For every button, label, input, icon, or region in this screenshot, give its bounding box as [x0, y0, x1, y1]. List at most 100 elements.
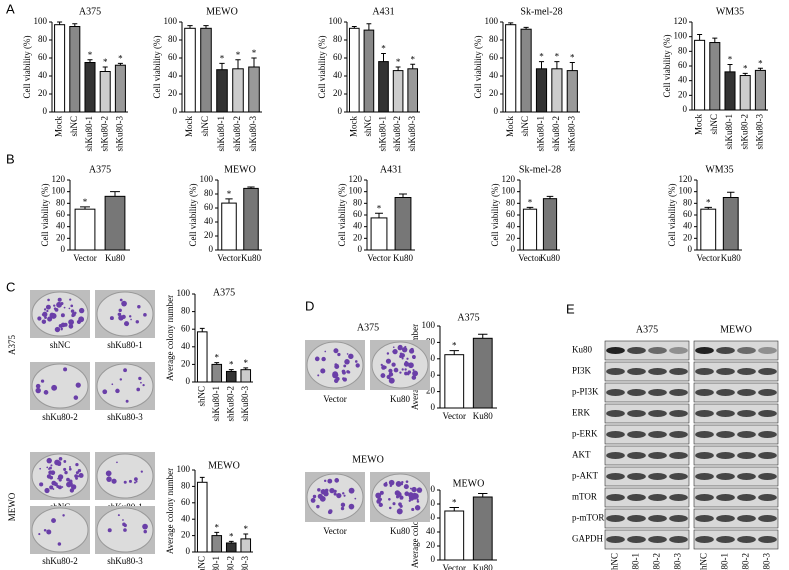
blot-band: [606, 536, 625, 543]
colony: [405, 480, 409, 483]
blot-band: [669, 494, 688, 501]
colony: [123, 368, 127, 373]
y-tick-label: 20: [426, 540, 436, 550]
bar: [54, 24, 66, 113]
significance-star: *: [83, 197, 88, 207]
significance-star: *: [758, 58, 763, 68]
colony: [389, 484, 393, 488]
bar: [535, 68, 548, 113]
x-tick-label: Ku80: [105, 253, 125, 263]
blot-strip: [604, 424, 690, 445]
bar: [722, 197, 739, 251]
colony: [69, 488, 75, 493]
colony: [63, 467, 67, 471]
error-bar: [87, 59, 93, 63]
y-tick-label: 60: [333, 52, 343, 62]
blot-band: [606, 473, 625, 480]
blot-band: [627, 515, 646, 522]
blot-band: [648, 536, 667, 543]
y-tick-label: 80: [56, 197, 66, 207]
chart-title: A431: [372, 6, 394, 17]
y-axis-label: Cell viability (%): [188, 184, 198, 247]
error-bar: [366, 23, 372, 31]
colony: [142, 523, 148, 530]
colony: [111, 383, 114, 386]
y-tick-label: 60: [506, 209, 516, 219]
colony: [321, 356, 326, 362]
colony: [121, 314, 126, 320]
colony: [415, 372, 418, 376]
significance-star: *: [570, 53, 575, 63]
x-tick-label: Ku80: [241, 253, 261, 263]
x-tick-label: Mock: [348, 116, 358, 137]
colony: [78, 316, 85, 323]
lane-label: shKu80-1: [631, 553, 641, 570]
colony: [342, 377, 345, 381]
bar: [694, 39, 706, 111]
colony: [109, 316, 114, 321]
colony: [68, 319, 75, 326]
colony: [47, 316, 53, 322]
y-tick-label: 20: [426, 386, 436, 396]
y-tick-label: 80: [38, 34, 48, 44]
y-tick-label: 100: [502, 186, 516, 196]
bar: [472, 496, 493, 561]
y-tick-label: 40: [38, 70, 48, 80]
colony: [136, 387, 141, 392]
colony: [49, 466, 52, 470]
colony: [46, 466, 49, 469]
x-tick-label: shKu80-2: [99, 116, 109, 152]
x-tick-label: shKu80-1: [724, 114, 734, 150]
colony: [46, 457, 52, 464]
colony: [354, 360, 358, 363]
blot-band: [737, 452, 756, 459]
significance-star: *: [452, 498, 457, 508]
x-tick-label: Vector: [73, 253, 97, 263]
colony: [348, 487, 355, 494]
y-tick-label: 0: [209, 244, 214, 254]
blot-band: [758, 431, 777, 438]
blot-band: [695, 536, 714, 543]
y-tick-label: 80: [181, 480, 191, 490]
significance-star: *: [377, 203, 382, 213]
colony: [388, 479, 395, 486]
colony: [319, 495, 326, 502]
colony: [408, 362, 414, 369]
colony: [376, 495, 379, 497]
y-tick-label: 20: [38, 88, 48, 98]
error-bar: [508, 22, 514, 25]
colony: [49, 475, 54, 480]
bar: [196, 481, 208, 553]
significance-star: *: [229, 531, 234, 541]
plate-label: Vector: [323, 394, 347, 404]
colony: [343, 364, 347, 368]
error-bar: [214, 362, 220, 365]
blot-band: [695, 431, 714, 438]
blot-strip: [693, 403, 779, 424]
error-bar: [219, 62, 225, 70]
colony: [66, 481, 72, 488]
colony: [69, 479, 73, 483]
blot-band: [695, 410, 714, 417]
lane-label: shKu80-2: [741, 553, 751, 570]
bar: [221, 202, 237, 251]
lane-label: shKu80-2: [652, 553, 662, 570]
colony: [128, 315, 132, 318]
colony: [398, 502, 402, 507]
y-tick-label: 60: [489, 52, 499, 62]
bar: [225, 542, 237, 553]
colony: [321, 496, 324, 499]
blot-band: [627, 473, 646, 480]
significance-star: *: [555, 52, 560, 62]
colony: [106, 476, 112, 482]
blot-band: [737, 347, 756, 354]
colony: [346, 353, 349, 355]
colony: [396, 508, 403, 515]
blot-band: [758, 494, 777, 501]
row-label: A375: [7, 335, 17, 355]
colony: [323, 479, 327, 483]
x-tick-label: shKu80-2: [392, 116, 402, 152]
plate-label: shNC: [50, 340, 71, 350]
x-tick-label: Ku80: [473, 411, 493, 421]
